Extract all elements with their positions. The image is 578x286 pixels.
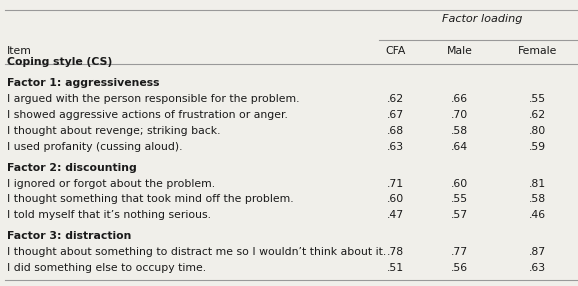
Text: .66: .66: [451, 94, 468, 104]
Text: .55: .55: [451, 194, 468, 204]
Text: .71: .71: [387, 178, 405, 188]
Text: Male: Male: [447, 46, 472, 56]
Text: Factor 2: discounting: Factor 2: discounting: [7, 163, 136, 173]
Text: Factor 3: distraction: Factor 3: distraction: [7, 231, 131, 241]
Text: .51: .51: [387, 263, 405, 273]
Text: .70: .70: [451, 110, 468, 120]
Text: .59: .59: [529, 142, 546, 152]
Text: .58: .58: [529, 194, 546, 204]
Text: Factor 1: aggressiveness: Factor 1: aggressiveness: [7, 78, 160, 88]
Text: .80: .80: [529, 126, 546, 136]
Text: .68: .68: [387, 126, 405, 136]
Text: I did something else to occupy time.: I did something else to occupy time.: [7, 263, 206, 273]
Text: .64: .64: [451, 142, 468, 152]
Text: I showed aggressive actions of frustration or anger.: I showed aggressive actions of frustrati…: [7, 110, 288, 120]
Text: .55: .55: [529, 94, 546, 104]
Text: I thought about something to distract me so I wouldn’t think about it.: I thought about something to distract me…: [7, 247, 386, 257]
Text: Coping style (CS): Coping style (CS): [7, 57, 112, 67]
Text: .63: .63: [529, 263, 546, 273]
Text: .81: .81: [529, 178, 546, 188]
Text: .56: .56: [451, 263, 468, 273]
Text: .60: .60: [451, 178, 468, 188]
Text: Item: Item: [7, 46, 32, 56]
Text: .87: .87: [529, 247, 546, 257]
Text: .57: .57: [451, 210, 468, 220]
Text: .46: .46: [529, 210, 546, 220]
Text: .77: .77: [451, 247, 468, 257]
Text: .63: .63: [387, 142, 405, 152]
Text: CFA: CFA: [386, 46, 406, 56]
Text: I argued with the person responsible for the problem.: I argued with the person responsible for…: [7, 94, 299, 104]
Text: I thought about revenge; striking back.: I thought about revenge; striking back.: [7, 126, 220, 136]
Text: .67: .67: [387, 110, 405, 120]
Text: I ignored or forgot about the problem.: I ignored or forgot about the problem.: [7, 178, 215, 188]
Text: .62: .62: [387, 94, 405, 104]
Text: I told myself that it’s nothing serious.: I told myself that it’s nothing serious.: [7, 210, 211, 220]
Text: Female: Female: [518, 46, 557, 56]
Text: .58: .58: [451, 126, 468, 136]
Text: Factor loading: Factor loading: [442, 14, 523, 24]
Text: .47: .47: [387, 210, 405, 220]
Text: .60: .60: [387, 194, 405, 204]
Text: I used profanity (cussing aloud).: I used profanity (cussing aloud).: [7, 142, 183, 152]
Text: I thought something that took mind off the problem.: I thought something that took mind off t…: [7, 194, 294, 204]
Text: .62: .62: [529, 110, 546, 120]
Text: .78: .78: [387, 247, 405, 257]
